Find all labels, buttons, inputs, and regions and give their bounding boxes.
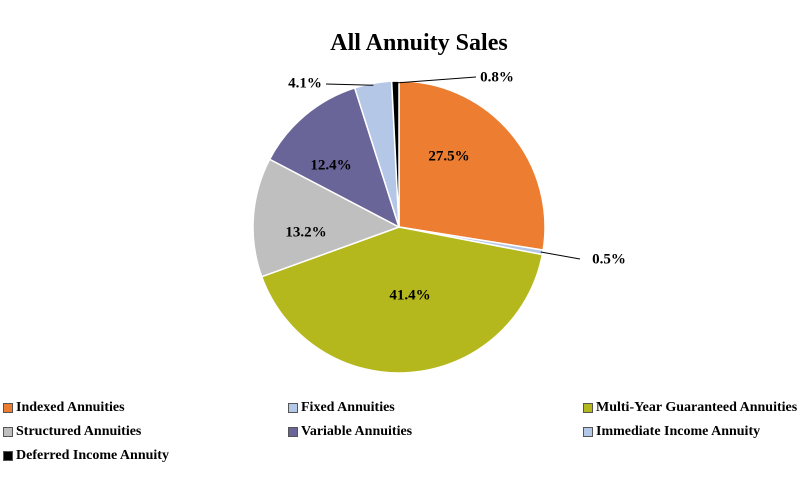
leader-line-immediate-income-annuity (325, 83, 374, 86)
data-label-fixed-annuities: 0.5% (592, 251, 626, 267)
data-label-multi-year-guaranteed-annuities: 41.4% (389, 287, 430, 303)
legend-label: Fixed Annuities (301, 400, 395, 415)
chart-title: All Annuity Sales (330, 30, 507, 56)
chart-legend: Indexed Annuities Fixed Annuities Multi-Ye… (0, 398, 812, 478)
legend-label: Deferred Income Annuity (16, 448, 169, 463)
data-label-indexed-annuities: 27.5% (428, 148, 469, 164)
pie-slice-indexed-annuities (398, 80, 546, 251)
legend-label: Indexed Annuities (16, 400, 125, 415)
legend-swatch (583, 427, 593, 437)
pie-slice-multi-year-guaranteed-annuities (260, 226, 544, 374)
legend-item-immediate-income-annuity: Immediate Income Annuity (583, 422, 760, 442)
pie-slice-deferred-income-annuity (390, 80, 400, 228)
legend-swatch (288, 427, 298, 437)
legend-swatch (3, 427, 13, 437)
legend-item-fixed-annuities: Fixed Annuities (288, 398, 395, 418)
legend-item-indexed-annuities: Indexed Annuities (3, 398, 125, 418)
data-label-structured-annuities: 13.2% (285, 224, 326, 240)
leader-line-fixed-annuities (540, 251, 581, 260)
legend-label: Structured Annuities (16, 424, 142, 439)
legend-item-deferred-income-annuity: Deferred Income Annuity (3, 446, 169, 466)
leader-line-deferred-income-annuity (395, 76, 477, 84)
legend-swatch (583, 403, 593, 413)
legend-item-structured-annuities: Structured Annuities (3, 422, 141, 442)
data-label-immediate-income-annuity: 4.1% (288, 75, 322, 91)
pie-chart: All Annuity Sales 27.5% 0.5% 41.4% 13.2% 12.… (252, 30, 626, 374)
legend-swatch (3, 403, 13, 413)
legend-label: Immediate Income Annuity (596, 424, 761, 439)
legend-swatch (3, 451, 13, 461)
data-label-variable-annuities: 12.4% (310, 157, 351, 173)
data-label-deferred-income-annuity: 0.8% (480, 69, 514, 85)
legend-swatch (288, 403, 298, 413)
legend-item-variable-annuities: Variable Annuities (288, 422, 412, 442)
pie-slice-variable-annuities (268, 86, 401, 229)
legend-label: Variable Annuities (301, 424, 413, 439)
legend-item-multi-year-guaranteed-annuities: Multi-Year Guaranteed Annuities (583, 398, 797, 418)
pie-slice-structured-annuities (252, 158, 401, 278)
legend-label: Multi-Year Guaranteed Annuities (596, 400, 798, 415)
